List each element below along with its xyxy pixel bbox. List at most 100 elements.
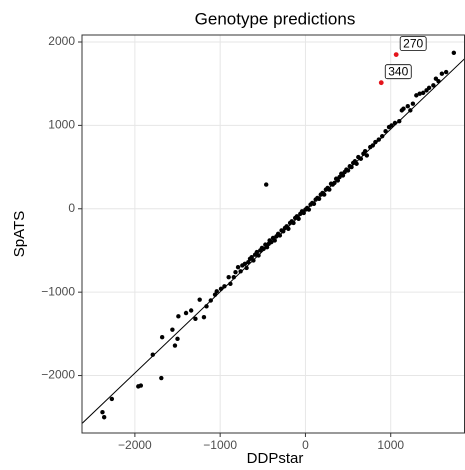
point bbox=[401, 106, 406, 111]
point bbox=[214, 289, 219, 294]
point bbox=[443, 69, 449, 75]
annotation-box bbox=[399, 36, 427, 51]
point bbox=[417, 91, 422, 96]
point bbox=[345, 168, 351, 173]
point bbox=[451, 50, 457, 56]
point bbox=[277, 233, 283, 238]
point bbox=[238, 269, 243, 274]
point bbox=[316, 196, 322, 201]
point bbox=[235, 264, 241, 270]
point bbox=[327, 187, 332, 192]
point bbox=[373, 139, 378, 145]
point bbox=[204, 304, 209, 309]
point bbox=[244, 265, 249, 271]
point bbox=[249, 254, 254, 260]
x-tick-label: −1000 bbox=[203, 438, 237, 452]
point bbox=[405, 104, 410, 109]
point bbox=[349, 164, 354, 170]
point bbox=[233, 269, 238, 275]
point bbox=[376, 137, 381, 142]
point bbox=[392, 120, 398, 126]
point bbox=[256, 253, 261, 258]
point bbox=[246, 259, 251, 265]
point bbox=[426, 85, 432, 91]
plot-area bbox=[82, 50, 465, 424]
point bbox=[410, 101, 416, 106]
point bbox=[231, 274, 237, 280]
point bbox=[251, 258, 256, 263]
point bbox=[170, 327, 175, 332]
point bbox=[109, 396, 115, 402]
point bbox=[159, 334, 165, 340]
point bbox=[101, 415, 107, 420]
point bbox=[269, 239, 274, 245]
point bbox=[172, 343, 178, 348]
point bbox=[188, 308, 194, 313]
annotation-box bbox=[384, 64, 412, 80]
y-tick-label: 2000 bbox=[48, 34, 75, 48]
point bbox=[226, 274, 231, 280]
point bbox=[332, 180, 337, 186]
y-tick-label: −2000 bbox=[41, 368, 75, 382]
point bbox=[138, 383, 144, 388]
point bbox=[420, 90, 426, 96]
point bbox=[175, 336, 180, 342]
point bbox=[286, 226, 291, 231]
point bbox=[383, 129, 388, 134]
chart-title: Genotype predictions bbox=[195, 9, 356, 28]
y-tick-label: 1000 bbox=[48, 118, 75, 132]
y-tick-label: −1000 bbox=[41, 284, 75, 298]
point bbox=[364, 153, 370, 158]
point bbox=[183, 310, 189, 316]
x-tick-label: 0 bbox=[302, 438, 309, 452]
point bbox=[340, 173, 346, 178]
point bbox=[264, 182, 269, 187]
point bbox=[159, 375, 164, 381]
point bbox=[354, 161, 359, 166]
point bbox=[218, 286, 224, 292]
point bbox=[431, 83, 436, 88]
x-tick-label: −2000 bbox=[118, 438, 152, 452]
point bbox=[281, 229, 286, 234]
point bbox=[311, 201, 317, 206]
point bbox=[379, 134, 385, 139]
point bbox=[201, 314, 207, 320]
panel bbox=[82, 35, 465, 433]
y-axis-label: SpATS bbox=[11, 211, 28, 257]
point bbox=[272, 238, 277, 243]
point bbox=[212, 292, 218, 297]
point bbox=[176, 314, 181, 319]
highlight-point bbox=[393, 52, 399, 57]
point bbox=[193, 316, 198, 322]
point bbox=[296, 216, 301, 221]
x-axis-label: DDPstar bbox=[247, 450, 304, 467]
point bbox=[414, 93, 419, 98]
point bbox=[291, 220, 296, 226]
point bbox=[321, 192, 327, 197]
point bbox=[301, 210, 306, 216]
point bbox=[335, 178, 341, 183]
point bbox=[150, 352, 155, 357]
point bbox=[439, 71, 445, 76]
point bbox=[100, 410, 105, 415]
point bbox=[370, 143, 376, 148]
point bbox=[408, 108, 413, 113]
point bbox=[389, 123, 394, 128]
point bbox=[436, 78, 441, 84]
annotation-label: 340 bbox=[388, 64, 408, 78]
point bbox=[362, 149, 368, 154]
x-tick-label: 1000 bbox=[377, 438, 404, 452]
point bbox=[197, 297, 202, 302]
point bbox=[242, 261, 248, 267]
point bbox=[337, 174, 342, 180]
annotation-label: 270 bbox=[403, 36, 423, 50]
point bbox=[264, 244, 270, 250]
point bbox=[306, 207, 312, 212]
point bbox=[222, 284, 227, 289]
y-tick-label: 0 bbox=[68, 201, 75, 215]
point bbox=[397, 119, 402, 124]
point bbox=[208, 298, 213, 303]
point bbox=[228, 281, 233, 287]
point bbox=[261, 246, 266, 252]
